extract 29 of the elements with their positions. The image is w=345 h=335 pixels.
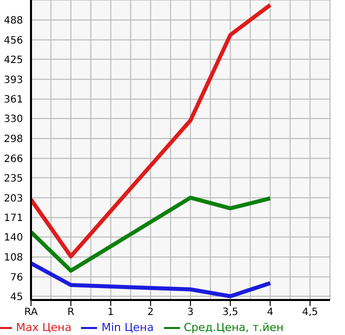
legend-label: Min Цена: [101, 321, 154, 334]
y-tick-label: 171: [4, 213, 23, 224]
legend-label: Сред.Цена, т.йен: [184, 321, 284, 334]
y-tick-label: 108: [4, 252, 23, 264]
line-series: [31, 2, 272, 258]
x-tick-label: 1: [108, 307, 114, 318]
y-tick-label: 298: [4, 134, 23, 146]
line-series: [31, 261, 272, 298]
line-series: [31, 196, 272, 273]
y-tick-label: 456: [4, 35, 23, 46]
y-tick-label: 266: [4, 154, 23, 165]
x-tick-label: 2: [147, 307, 154, 318]
y-tick-label: 45: [10, 292, 23, 303]
y-tick-label: 425: [4, 54, 23, 66]
y-tick-label: 76: [10, 272, 23, 284]
x-tick-label: 3: [187, 307, 194, 318]
y-tick-label: 203: [4, 193, 23, 204]
x-tick-label: 4,5: [302, 307, 318, 318]
x-tick-label: 4: [267, 307, 274, 318]
y-tick-label: 361: [4, 94, 23, 106]
x-tick-label: R: [67, 307, 74, 318]
y-tick-label: 140: [4, 232, 23, 244]
x-tick-label: 3,5: [222, 307, 238, 318]
legend-label: Max Цена: [16, 321, 72, 334]
y-tick-label: 393: [4, 74, 23, 86]
y-tick-label: 488: [4, 16, 23, 27]
y-tick-label: 330: [4, 114, 23, 126]
y-tick-label: 235: [4, 173, 23, 184]
x-tick-label: RA: [24, 307, 38, 318]
